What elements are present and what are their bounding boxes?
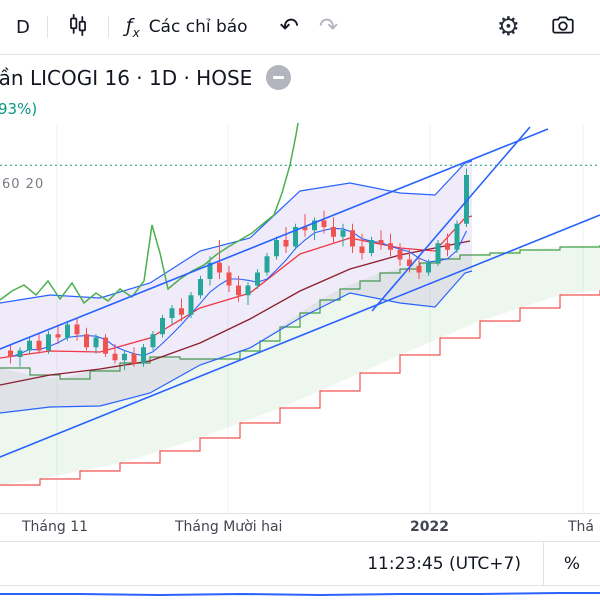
candle-body xyxy=(331,227,336,237)
candle-body xyxy=(46,334,51,351)
price-scale-fragment: 60 20 xyxy=(2,177,45,192)
candle-body xyxy=(17,350,23,357)
candle-body xyxy=(198,279,203,296)
senkou-span-a-line xyxy=(0,245,600,380)
bottom-indicator-pane[interactable] xyxy=(0,586,600,600)
candle-body xyxy=(321,220,327,227)
kijun-line xyxy=(0,240,471,386)
status-bar: 11:23:45 (UTC+7) % xyxy=(0,541,600,586)
bottom-pane-line xyxy=(0,592,600,597)
candle-body xyxy=(74,324,80,335)
candle-body xyxy=(293,227,298,247)
toolbar-separator xyxy=(107,16,109,38)
senkou-span-b-line xyxy=(0,290,600,486)
candle-body xyxy=(236,285,241,296)
price-chart-pane: 60 20 ⟳ xyxy=(0,123,600,513)
axis-label-month: Tháng 11 xyxy=(22,519,89,535)
clock-label[interactable]: 11:23:45 (UTC+7) xyxy=(367,553,521,574)
lagging-span-line xyxy=(0,123,299,305)
candle-body xyxy=(65,324,70,338)
candle-body xyxy=(112,353,118,361)
symbol-legend-row: hần LICOGI 16 · 1D · HOSE xyxy=(0,55,600,100)
screenshot-button[interactable] xyxy=(540,7,586,47)
candle-body xyxy=(426,262,431,273)
symbol-title[interactable]: hần LICOGI 16 · 1D · HOSE xyxy=(0,66,252,90)
axis-label-month: Tháng Mười hai xyxy=(175,519,283,535)
candle-body xyxy=(103,337,108,354)
candle-body xyxy=(8,350,13,357)
candle-body xyxy=(255,272,260,286)
redo-button[interactable]: ↷ xyxy=(309,7,348,47)
candle-body xyxy=(226,272,232,286)
price-chart[interactable] xyxy=(0,123,600,513)
candle-body xyxy=(416,266,422,273)
candle-body xyxy=(131,353,137,364)
bottom-indicator-line xyxy=(0,592,600,597)
trendline xyxy=(371,126,531,312)
candle-body xyxy=(369,240,374,253)
toolbar-separator xyxy=(46,16,48,38)
toolbar-right-group: ⚙ xyxy=(487,7,586,47)
candle-body xyxy=(245,285,251,296)
candle-body xyxy=(312,220,317,231)
indicators-label: Các chỉ báo xyxy=(148,17,248,37)
candle-body xyxy=(55,334,61,338)
candle-body xyxy=(454,223,460,250)
candle-body xyxy=(388,243,393,250)
candle-body xyxy=(283,240,289,247)
chart-type-button[interactable] xyxy=(55,7,101,47)
candle-body xyxy=(435,243,441,263)
candle-body xyxy=(160,318,165,335)
collapse-button[interactable] xyxy=(266,65,292,90)
candle-body xyxy=(359,246,365,253)
candle-body xyxy=(378,240,384,244)
candle-body xyxy=(122,353,127,361)
candle-body xyxy=(207,262,213,279)
candle-body xyxy=(407,259,412,266)
price-change-row: 93%) xyxy=(0,100,600,123)
top-toolbar: D ƒx Các chỉ báo ↶ ↷ ⚙ xyxy=(0,0,600,55)
candle-body xyxy=(264,256,270,273)
timeframe-button[interactable]: D xyxy=(6,7,40,47)
axis-label-year: 2022 xyxy=(410,519,449,535)
percent-scale-button[interactable]: % xyxy=(544,542,600,585)
status-separator xyxy=(543,542,544,585)
candle-body xyxy=(445,243,450,250)
candlestick-icon xyxy=(65,12,91,42)
candle-body xyxy=(340,230,346,237)
candle-body xyxy=(397,249,403,260)
trendline xyxy=(0,214,600,458)
bollinger-lower-line xyxy=(0,270,473,414)
candle-body xyxy=(188,295,194,315)
candle-body xyxy=(350,230,355,247)
candle-body xyxy=(93,337,99,348)
candle-body xyxy=(169,308,175,318)
candle-body xyxy=(36,340,42,351)
candle-body xyxy=(302,227,308,231)
candle-body xyxy=(27,340,32,351)
trendline xyxy=(0,128,549,350)
ichimoku-cloud-fill xyxy=(0,245,600,485)
minus-icon xyxy=(273,76,285,79)
candle-body xyxy=(464,175,469,224)
settings-button[interactable]: ⚙ xyxy=(487,7,530,47)
indicators-button[interactable]: ƒx Các chỉ báo xyxy=(116,7,258,47)
candle-body xyxy=(217,262,222,273)
candle-body xyxy=(274,240,279,257)
fx-icon: ƒx xyxy=(125,14,140,40)
undo-button[interactable]: ↶ xyxy=(270,7,309,47)
camera-icon xyxy=(550,12,576,42)
candle-body xyxy=(150,334,156,348)
axis-label-month: Thá xyxy=(568,519,595,535)
time-axis[interactable]: Tháng 11 Tháng Mười hai 2022 Thá xyxy=(0,513,600,541)
price-change-label: 93%) xyxy=(0,100,38,118)
candle-body xyxy=(84,334,89,348)
candle-body xyxy=(141,347,146,364)
candle-body xyxy=(179,308,184,315)
